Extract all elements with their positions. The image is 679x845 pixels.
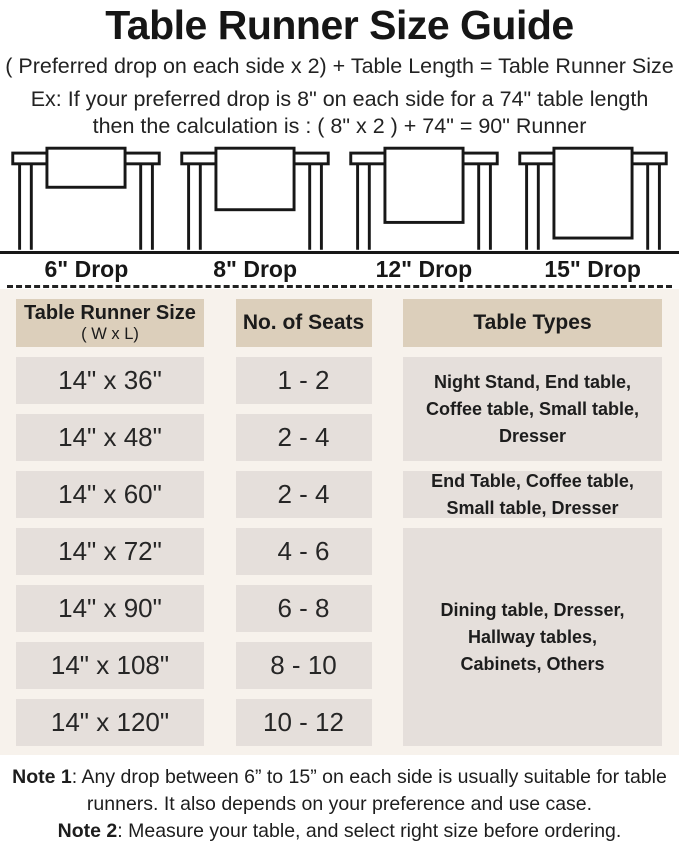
- example-line-1: Ex: If your preferred drop is 8" on each…: [30, 87, 649, 111]
- header-seats: No. of Seats: [235, 299, 372, 347]
- size-value: 14" x 48": [16, 414, 204, 461]
- table-types-group-2: End Table, Coffee table, Small table, Dr…: [403, 471, 662, 518]
- note-1: Note 1: Any drop between 6” to 15” on ea…: [1, 764, 678, 818]
- seats-value: 2 - 4: [235, 414, 372, 461]
- size-value: 14" x 120": [16, 699, 204, 746]
- dashed-divider: [7, 285, 672, 288]
- seats-value: 8 - 10: [235, 642, 372, 689]
- seats-value: 2 - 4: [235, 471, 372, 518]
- note-1-text: : Any drop between 6” to 15” on each sid…: [71, 766, 667, 815]
- size-value: 14" x 36": [16, 357, 204, 404]
- table-runner-illustration: [341, 145, 507, 251]
- size-value: 14" x 108": [16, 642, 204, 689]
- table-types-group-3: Dining table, Dresser, Hallway tables, C…: [403, 528, 662, 746]
- note-2: Note 2: Measure your table, and select r…: [1, 818, 678, 845]
- seats-value: 1 - 2: [235, 357, 372, 404]
- formula-text: ( Preferred drop on each side x 2) + Tab…: [5, 54, 674, 78]
- table-types-group-1: Night Stand, End table, Coffee table, Sm…: [403, 357, 662, 461]
- seats-value: 6 - 8: [235, 585, 372, 632]
- size-value: 14" x 90": [16, 585, 204, 632]
- header-runner-size-line2: ( W x L): [81, 325, 139, 343]
- drop-labels-row: 6" Drop 8" Drop 12" Drop 15" Drop: [0, 254, 679, 285]
- header-runner-size-line1: Table Runner Size: [24, 302, 196, 324]
- size-guide-table: Table Runner Size ( W x L) No. of Seats …: [16, 299, 662, 746]
- seats-value: 4 - 6: [235, 528, 372, 575]
- note-1-label: Note 1: [12, 766, 72, 788]
- size-table-section: Table Runner Size ( W x L) No. of Seats …: [0, 289, 679, 755]
- drop-illustrations-row: [0, 145, 679, 251]
- drop-label-6: 6" Drop: [44, 256, 129, 282]
- note-2-label: Note 2: [57, 820, 118, 842]
- table-runner-illustration: [172, 145, 338, 251]
- page-title: Table Runner Size Guide: [105, 2, 574, 48]
- notes-block: Note 1: Any drop between 6” to 15” on ea…: [0, 764, 679, 845]
- header-runner-size: Table Runner Size ( W x L): [16, 299, 204, 347]
- drop-label-8: 8" Drop: [213, 256, 297, 282]
- seats-value: 10 - 12: [235, 699, 372, 746]
- size-value: 14" x 60": [16, 471, 204, 518]
- table-runner-illustration: [510, 145, 676, 251]
- example-line-2: then the calculation is : ( 8" x 2 ) + 7…: [92, 114, 587, 138]
- drop-label-15: 15" Drop: [544, 256, 641, 282]
- table-runner-illustration: [3, 145, 169, 251]
- note-2-text: : Measure your table, and select right s…: [117, 820, 622, 842]
- header-table-types: Table Types: [403, 299, 662, 347]
- baseline-divider: [0, 251, 679, 254]
- size-value: 14" x 72": [16, 528, 204, 575]
- drop-label-12: 12" Drop: [375, 256, 473, 282]
